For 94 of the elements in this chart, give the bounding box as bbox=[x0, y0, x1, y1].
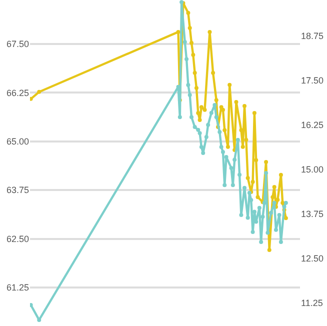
y2-tick-label: 13.75 bbox=[301, 209, 324, 220]
y-tick-label: 61.25 bbox=[6, 282, 29, 293]
point bbox=[229, 166, 234, 170]
point bbox=[280, 200, 285, 205]
point bbox=[278, 240, 283, 244]
point bbox=[234, 100, 238, 104]
point bbox=[37, 90, 42, 94]
point bbox=[267, 248, 272, 252]
point bbox=[276, 198, 280, 202]
point bbox=[196, 110, 200, 115]
point bbox=[242, 186, 247, 190]
point bbox=[196, 128, 200, 132]
point bbox=[214, 98, 218, 102]
point bbox=[202, 108, 207, 112]
point bbox=[199, 105, 204, 110]
point bbox=[222, 183, 227, 188]
point bbox=[269, 210, 274, 215]
point bbox=[191, 52, 196, 57]
point bbox=[259, 240, 264, 244]
point bbox=[260, 214, 265, 219]
point bbox=[250, 230, 255, 234]
point bbox=[186, 83, 190, 88]
point bbox=[254, 220, 258, 224]
point bbox=[284, 216, 288, 220]
point bbox=[222, 128, 227, 132]
y-tick-label: 67.50 bbox=[6, 39, 29, 50]
y2-tick-label: 11.25 bbox=[301, 298, 323, 308]
point bbox=[224, 154, 228, 159]
point bbox=[194, 86, 198, 90]
point bbox=[254, 158, 258, 162]
point bbox=[232, 158, 237, 162]
y2-tick-label: 18.75 bbox=[301, 31, 324, 42]
point bbox=[206, 122, 210, 127]
point bbox=[214, 115, 218, 120]
point bbox=[212, 102, 217, 107]
point bbox=[192, 70, 197, 75]
y-tick-label: 63.75 bbox=[6, 185, 29, 196]
y2-tick-label: 16.25 bbox=[301, 120, 324, 130]
y-tick-label: 62.50 bbox=[6, 234, 29, 244]
point bbox=[226, 144, 230, 149]
point bbox=[199, 144, 204, 149]
point bbox=[246, 176, 250, 180]
y-tick-label: 66.25 bbox=[6, 88, 29, 98]
point bbox=[242, 104, 247, 108]
y2-tick-label: 12.50 bbox=[301, 254, 324, 264]
point bbox=[192, 125, 197, 130]
point bbox=[272, 184, 276, 189]
point bbox=[188, 26, 192, 30]
point bbox=[198, 131, 202, 136]
point bbox=[252, 110, 256, 115]
point bbox=[198, 118, 202, 122]
point bbox=[176, 30, 180, 34]
point bbox=[257, 206, 262, 210]
point bbox=[204, 135, 208, 140]
point bbox=[246, 216, 250, 220]
point bbox=[30, 303, 33, 307]
point bbox=[274, 228, 278, 232]
point bbox=[264, 170, 268, 175]
point bbox=[219, 144, 224, 149]
point bbox=[228, 82, 232, 87]
point bbox=[238, 172, 242, 177]
point bbox=[282, 204, 286, 209]
point bbox=[240, 144, 245, 149]
point bbox=[284, 200, 288, 205]
point bbox=[218, 130, 222, 134]
point bbox=[201, 151, 206, 156]
point bbox=[264, 160, 268, 164]
y2-tick-label: 15.00 bbox=[301, 164, 324, 175]
point bbox=[182, 40, 187, 44]
point bbox=[190, 115, 194, 120]
point bbox=[252, 210, 256, 214]
point bbox=[277, 212, 282, 217]
point bbox=[220, 150, 225, 154]
point bbox=[211, 70, 216, 75]
y-tick-label: 65.00 bbox=[6, 136, 29, 147]
point bbox=[278, 172, 283, 177]
point bbox=[266, 230, 270, 235]
point bbox=[250, 180, 255, 184]
y2-tick-label: 17.50 bbox=[301, 76, 324, 86]
point bbox=[236, 138, 240, 142]
point bbox=[244, 138, 248, 142]
point bbox=[208, 30, 212, 34]
point bbox=[230, 183, 235, 188]
point bbox=[186, 10, 190, 15]
point bbox=[270, 195, 275, 200]
point bbox=[188, 93, 192, 98]
point bbox=[184, 57, 189, 62]
point bbox=[256, 195, 260, 200]
point bbox=[178, 115, 182, 120]
point bbox=[209, 110, 214, 115]
point bbox=[30, 96, 33, 101]
point bbox=[190, 40, 194, 45]
point bbox=[272, 200, 276, 205]
point bbox=[239, 212, 244, 217]
